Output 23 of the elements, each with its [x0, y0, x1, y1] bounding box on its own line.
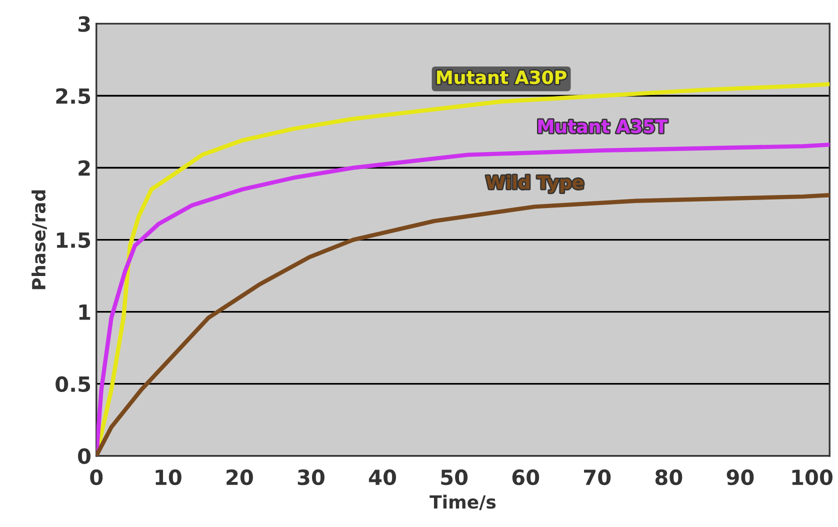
- y-axis-title: Phase/rad: [32, 190, 47, 290]
- series-label: Mutant A35T: [538, 119, 668, 134]
- y-tick-label: 0.5: [56, 376, 90, 392]
- x-tick-label: 100: [792, 469, 832, 486]
- x-tick-label: 20: [226, 469, 253, 486]
- series-label: Mutant A30P: [437, 70, 566, 84]
- x-tick-label: 50: [441, 469, 468, 486]
- series-label: Wild Type: [486, 175, 584, 193]
- x-tick-label: 80: [655, 469, 682, 486]
- y-tick-label: 0: [78, 448, 91, 464]
- x-tick-label: 60: [512, 469, 540, 486]
- x-tick-label: 10: [156, 469, 182, 486]
- x-axis-title: Time/s: [430, 494, 496, 510]
- y-tick-label: 2.5: [56, 88, 90, 104]
- y-tick-label: 2: [78, 160, 90, 176]
- y-tick-label: 1.5: [56, 232, 90, 248]
- y-tick-label: 1: [79, 304, 90, 320]
- x-tick-label: 0: [90, 469, 103, 486]
- x-tick-label: 40: [368, 469, 396, 486]
- x-tick-label: 70: [584, 469, 611, 486]
- x-tick-label: 90: [726, 469, 754, 486]
- x-tick-label: 30: [298, 469, 324, 486]
- y-tick-label: 3: [78, 16, 90, 32]
